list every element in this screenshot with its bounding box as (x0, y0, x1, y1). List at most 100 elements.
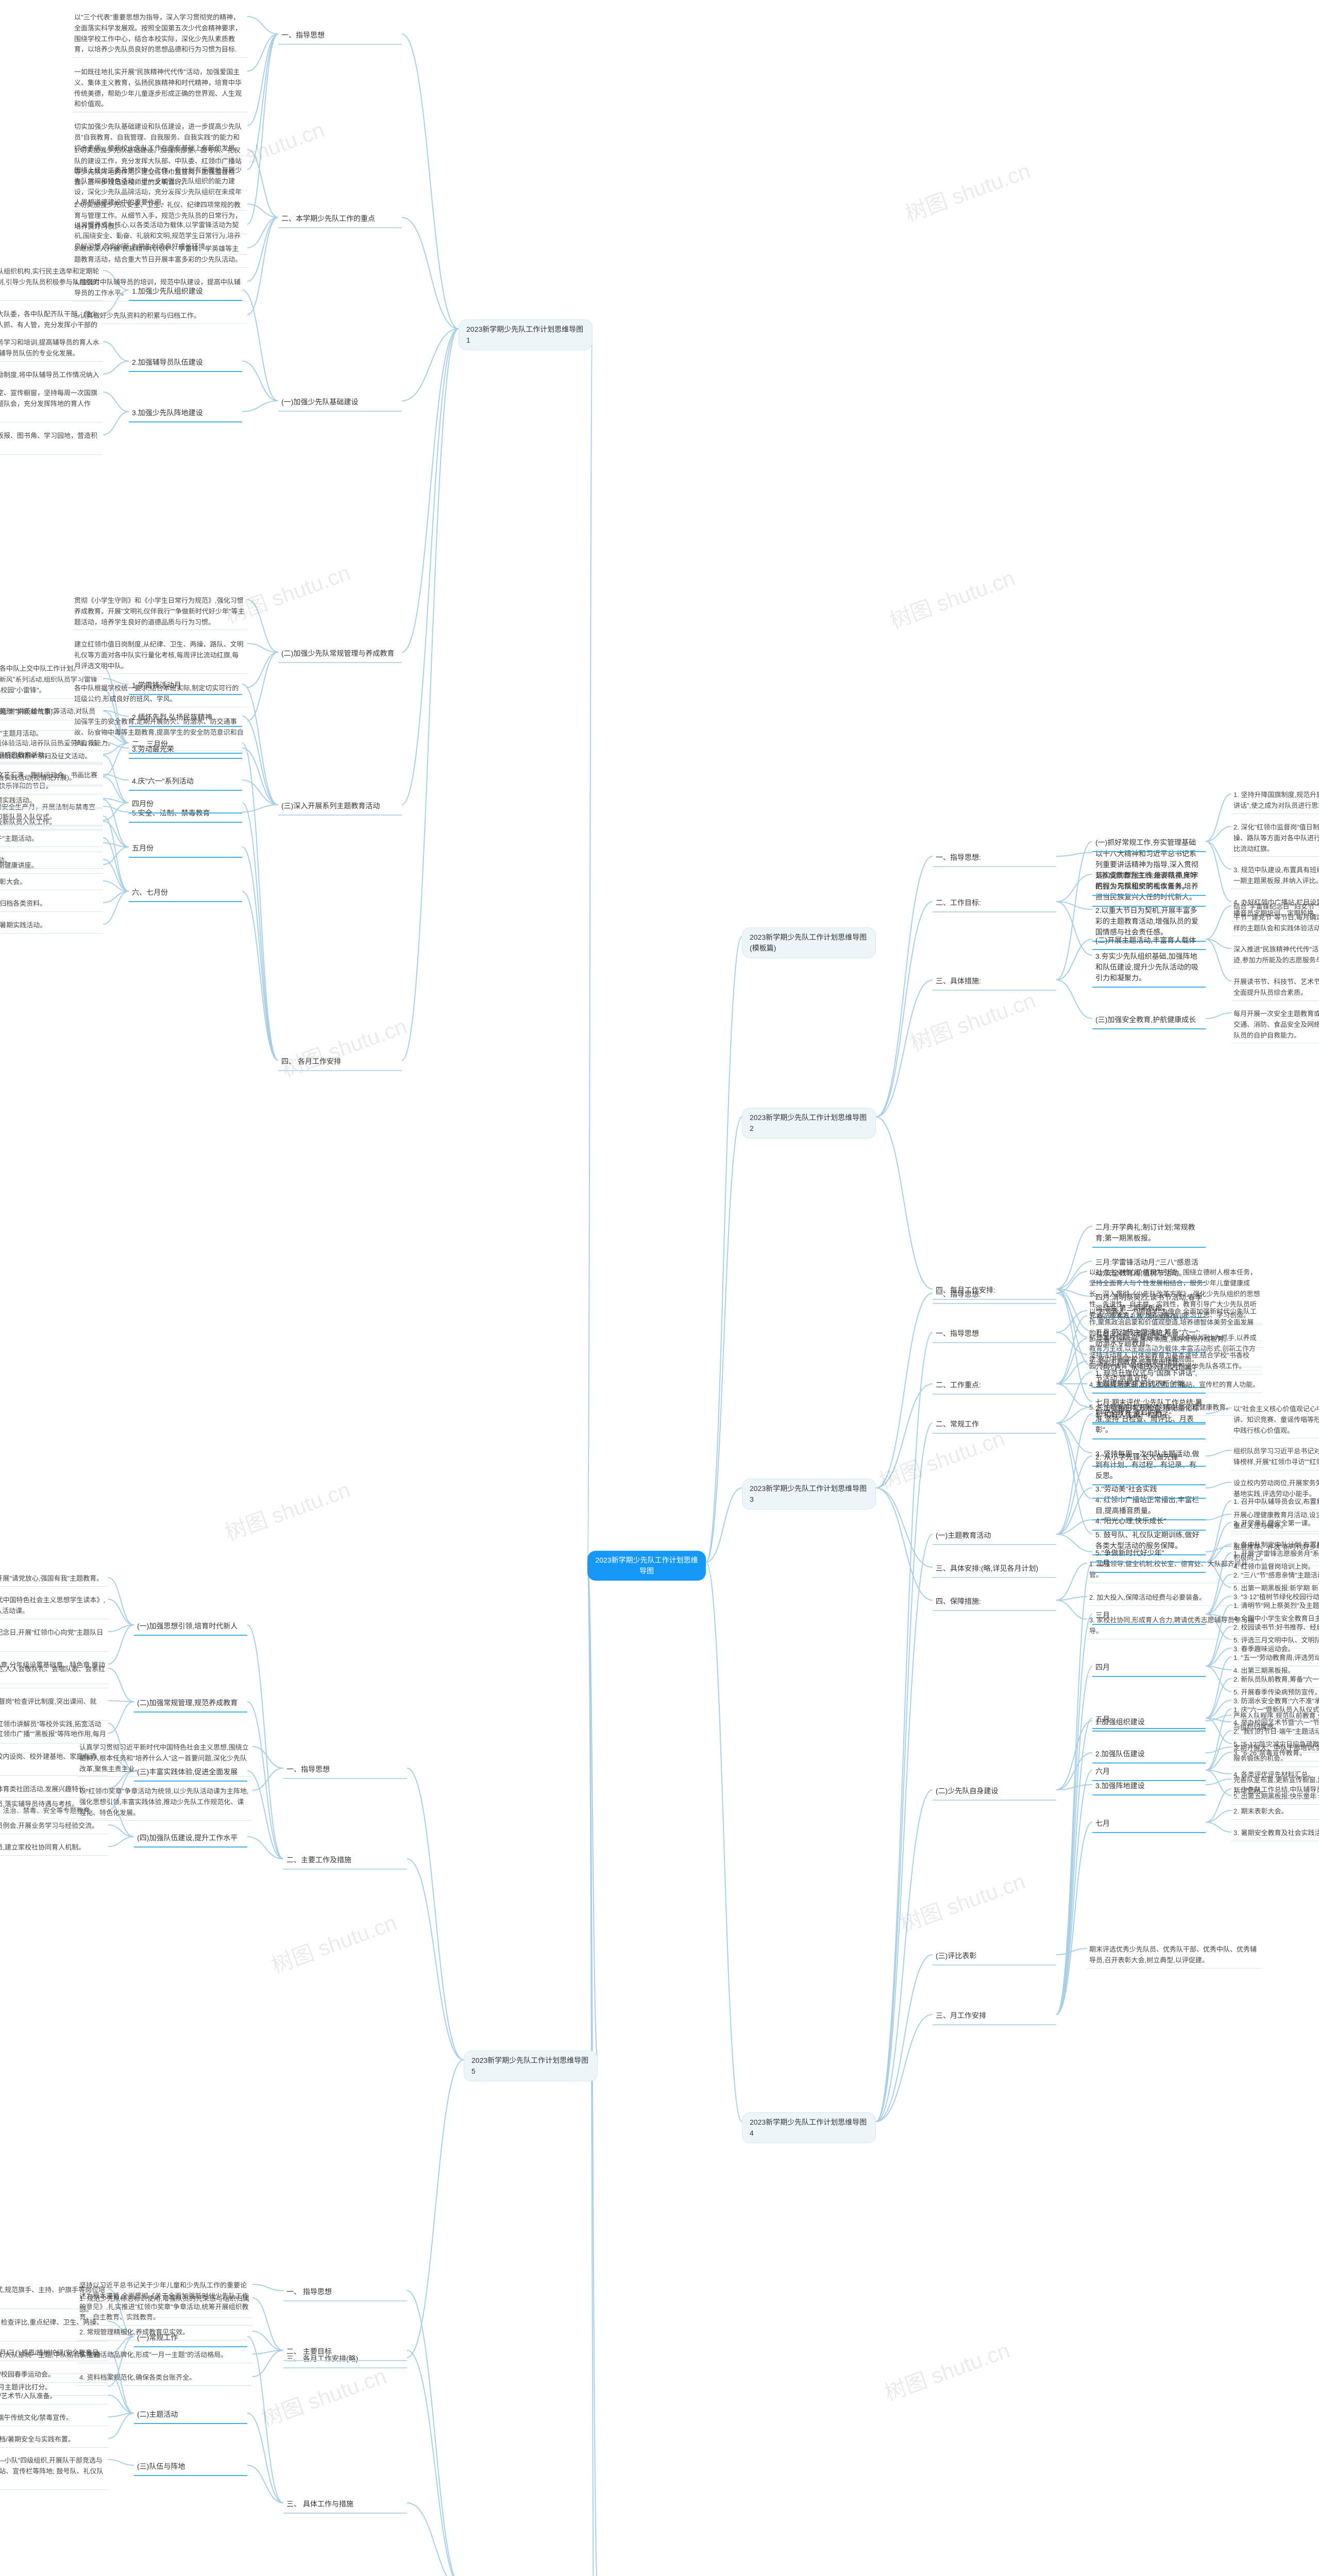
subnode-2: 1.学雷锋活动月 (129, 678, 242, 695)
subnode: 四、 各月工作安排 (278, 1054, 402, 1071)
leaf-node: 贯彻《小学生守则》和《小学生日常行为规范》,强化习惯养成教育。开展"文明礼仪伴我… (72, 594, 247, 630)
leaf-node: 开展读书节、科技节、艺术节、体育节等校园文化活动，全面提升队员综合素质。 (1231, 975, 1319, 1001)
subnode-2: 1.加强少先队组织建设 (129, 284, 242, 301)
leaf-node: 定期组织辅导员参加业务学习和培训,提高辅导员的育人水平和活动组织能力,促进辅导员… (0, 335, 103, 362)
watermark: 树图 shutu.cn (880, 2333, 1013, 2407)
subnode: 一、指导思想: (933, 850, 1056, 867)
watermark: 树图 shutu.cn (905, 983, 1039, 1057)
leaf-node: 1. 开展"学雷锋志愿服务月"系列活动。 (1231, 1547, 1319, 1562)
subnode-2: 二月:开学典礼;制订计划;常规教育;第一期黑板报。 (1092, 1220, 1206, 1248)
subnode: (二)少先队自身建设 (933, 1784, 1056, 1801)
leaf-node: 以"三个代表"重要思想为指导，深入学习贯彻党的精神，全面落实科学发展观。按照全国… (72, 10, 247, 58)
subnode: 一、指导思想 (278, 28, 402, 45)
leaf-node: 3. "6·26"禁毒宣传教育。 (1231, 1746, 1319, 1761)
branch-node: 2023新学期少先队工作计划思维导图5 (464, 2050, 598, 2081)
subnode: (一)主题教育活动 (933, 1528, 1056, 1545)
leaf-node: 1. 开展"红领巾寻访""红领巾讲解员"等校外实践,拓宽活动阵地。 (0, 1717, 108, 1743)
branch-node: 2023新学期少先队工作计划思维导图4 (742, 2112, 876, 2143)
leaf-node: 办好红领巾广播站、队室、宣传橱窗，坚持每周一次国旗下讲话、每两周一次主题队会，充… (0, 386, 103, 422)
mindmap-canvas: 树图 shutu.cn 树图 shutu.cn 树图 shutu.cn 树图 shut… (0, 0, 1319, 2576)
leaf-node: 2. 各中队组织春游或社会实践活动(视情况开展)。 (0, 771, 103, 786)
leaf-node: 1. 开展"缅怀革命先烈,弘扬民族精神"祭扫及征文活动。 (0, 749, 103, 765)
subnode-2: 四月 (1092, 1660, 1206, 1677)
leaf-node: 1. 庆"六一"暨新队员入队仪式、文艺汇演。 (1231, 1703, 1319, 1718)
subnode-2: 1."扣好人生第一粒扣子" (1092, 1408, 1206, 1425)
leaf-node: 5. 少先队工作总结,整理归档各类资料。 (0, 896, 103, 912)
subnode-2: (三)队伍与阵地 (134, 2459, 247, 2476)
subnode-2: 三月 (1092, 1608, 1206, 1625)
leaf-node: 1. 开展"劳动最光荣"主题实践活动。 (0, 793, 103, 809)
leaf-node: 期末评选优秀少先队员、优秀队干部、优秀中队、优秀辅导员,召开表彰大会,树立典型,… (1087, 1942, 1262, 1969)
leaf-node: 3.继续深入开展"民族精神代代传"、学雷锋、学英雄等主题教育活动，结合重大节日开… (72, 242, 247, 268)
subnode: 二、工作目标: (933, 895, 1056, 912)
subnode: 二、主要工作及措施 (283, 1853, 407, 1870)
leaf-node: 六月:庆"六一"暨入队/端午传统文化/禁毒宣传。 (0, 2411, 108, 2426)
leaf-node: 1. 上好"开学第一课",开展"请党放心,强国有我"主题教育。 (0, 1571, 108, 1587)
leaf-node: 2. 开展"我们的节日·端午"主题活动。 (0, 832, 103, 847)
leaf-node: 1. 少先队工作总结,中队辅导员上交资料归档。 (1231, 1783, 1319, 1798)
leaf-node: 2. 期末表彰大会。 (1231, 1804, 1319, 1820)
watermark: 树图 shutu.cn (256, 2359, 390, 2433)
leaf-node: 结合"学雷锋纪念日""妇女节""清明节""劳动节""儿童节""端午节""建党节"… (1231, 900, 1319, 936)
leaf-node: 1. 选优配强中队辅导员,落实辅导员待遇与考核。 (0, 1797, 108, 1812)
leaf-node: 一如既往地扎实开展"民族精神代代传"活动，加强爱国主义、集体主义教育，弘扬民族精… (72, 65, 247, 112)
root-node: 2023新学期少先队工作计划思维导图 (587, 1551, 706, 1581)
subnode-2: 二月 (1092, 1556, 1206, 1573)
subnode: 二、常规工作 (933, 1417, 1056, 1434)
subnode-2: 1. 规范升旗仪式与"国旗下讲话",主题提前安排,形式不断创新。 (1092, 1366, 1206, 1394)
leaf-node: 3. 结合建党、建队等纪念日,开展"红领巾心向党"主题队日活动。 (0, 1625, 108, 1652)
subnode-2: (二)加强常规管理,规范养成教育 (134, 1696, 247, 1713)
subnode: (三)深入开展系列主题教育活动 (278, 799, 402, 816)
subnode-2: 六、七月份 (129, 885, 242, 902)
leaf-node: 3. 开展禁毒宣传教育活动。 (0, 853, 103, 869)
leaf-node: 1. 坚持每周一升旗仪式,规范旗手、主持、护旗手等岗位培训。 (0, 2283, 108, 2309)
subnode: 二、 主要目标 (283, 2344, 407, 2361)
leaf-node: 1. 制定大队部工作计划,各中队上交中队工作计划。 (0, 662, 103, 677)
watermark: 树图 shutu.cn (277, 1009, 411, 1083)
subnode: 二、工作重点: (933, 1378, 1056, 1395)
subnode-2: (一)常规工作 (134, 2330, 247, 2347)
subnode-2: 2.加强队伍建设 (1092, 1747, 1206, 1764)
subnode: 一、指导思想: (933, 1287, 1056, 1304)
subnode: 三、月工作安排 (933, 2008, 1056, 2025)
subnode-2: 2."从小学先锋,长大做先锋" (1092, 1450, 1206, 1467)
leaf-node: 4. 评优评先,召开总结表彰大会。 (0, 875, 103, 890)
subnode-2: 1.养成教育为主线,培养队员良好的行为习惯和文明礼仪素养。 (1092, 868, 1206, 896)
subnode: 二、本学期少先队工作的重点 (278, 211, 402, 228)
leaf-node: 健全"校—大队—中队—小队"四级组织,开展队干部竞选与培训; 完善队室、广播站、… (0, 2453, 108, 2490)
leaf-node: 七月:评优表彰/总结归档/暑期安全与实践布置。 (0, 2432, 108, 2448)
subnode-2: 二、三月份 (129, 737, 242, 754)
leaf-node: 3. 规范中队建设,布置具有班级特色的教室文化,每月更换一期主题黑板报,并纳入评… (1231, 863, 1319, 889)
subnode: 三、具体措施: (933, 974, 1056, 991)
leaf-node: 1. 坚持升降国旗制度,规范升旗仪式,精心策划每周"国旗下讲话",使之成为对队员… (1231, 788, 1319, 814)
branch-node: 2023新学期少先队工作计划思维导图3 (742, 1479, 876, 1510)
watermark: 树图 shutu.cn (220, 1472, 354, 1547)
leaf-node: 深入推进"民族精神代代传"活动,组织队员学习英模人物事迹,参加力所能及的志愿服务… (1231, 942, 1319, 969)
subnode-2: (四)加强队伍建设,提升工作水平 (134, 1831, 247, 1848)
leaf-node: 2. "红领巾监督岗"每日检查评比,重点纪律、卫生、两操、礼仪、红领巾佩戴。 (0, 2315, 108, 2342)
leaf-node: 各中队继续办好班级黑板报、图书角、学习园地，营造积极向上的班级文化氛围。 (0, 429, 103, 455)
subnode-2: (三)丰富实践体验,促进全面发展 (134, 1765, 247, 1782)
leaf-node: 3. 暑期安全教育及社会实践活动布置。 (1231, 1826, 1319, 1841)
subnode-2: 2.加强辅导员队伍建设 (129, 355, 242, 372)
leaf-node: 2. "我们的节日·端午"主题活动。 (1231, 1724, 1319, 1740)
leaf-node: 3. 出好第一期黑板报(主题:新学期,新气象)。 (0, 705, 103, 720)
subnode-2: (三)加强安全教育,护航健康成长 (1092, 1012, 1206, 1029)
subnode: (一)加强少先队基础建设 (278, 395, 402, 412)
watermark: 树图 shutu.cn (895, 1864, 1029, 1938)
subnode: 一、指导思想 (933, 1326, 1056, 1343)
subnode-2: 3.夯实少先队组织基础,加强阵地和队伍建设,提升少先队活动的吸引力和凝聚力。 (1092, 949, 1206, 988)
leaf-node: 以"社会主义核心价值观记心中"为主题,通过讲故事、演讲、知识竞赛、童谣传唱等形式… (1231, 1402, 1319, 1438)
leaf-node: 2. 用好《习近平新时代中国特色社会主义思想学生读本》,将思想引领融入少先队活动… (0, 1593, 108, 1619)
leaf-node: 4. 开展"学雷锋、树新风"主题月活动。 (0, 726, 103, 742)
subnode: (二)加强少先队常规管理与养成教育 (278, 646, 402, 663)
subnode-2: 五月份 (129, 841, 242, 858)
watermark: 树图 shutu.cn (900, 154, 1034, 228)
leaf-node: 五月:劳动实践/防溺水/艺术节/入队准备。 (0, 2389, 108, 2404)
leaf-node: 2. 每月召开一次辅导员例会,开展业务学习与经验交流。 (0, 1819, 108, 1834)
leaf-node: 1.切实加强少先队基础建设。加强队部室、鼓号队、礼仪队的建设工作，充分发挥大队部… (72, 143, 247, 191)
subnode: 一、指导思想 (283, 1762, 407, 1779)
leaf-node: 组织队员学习习近平总书记对少年儿童的寄语,寻访身边先锋榜样,开展"红领巾寻访""… (1231, 1444, 1319, 1470)
leaf-node: 进一步健全大、中、小队组织机构,实行民主选举和定期轮换相结合的队干部任期制,引导… (0, 264, 103, 301)
subnode-2: 3."劳动美"社会实践 (1092, 1482, 1206, 1499)
